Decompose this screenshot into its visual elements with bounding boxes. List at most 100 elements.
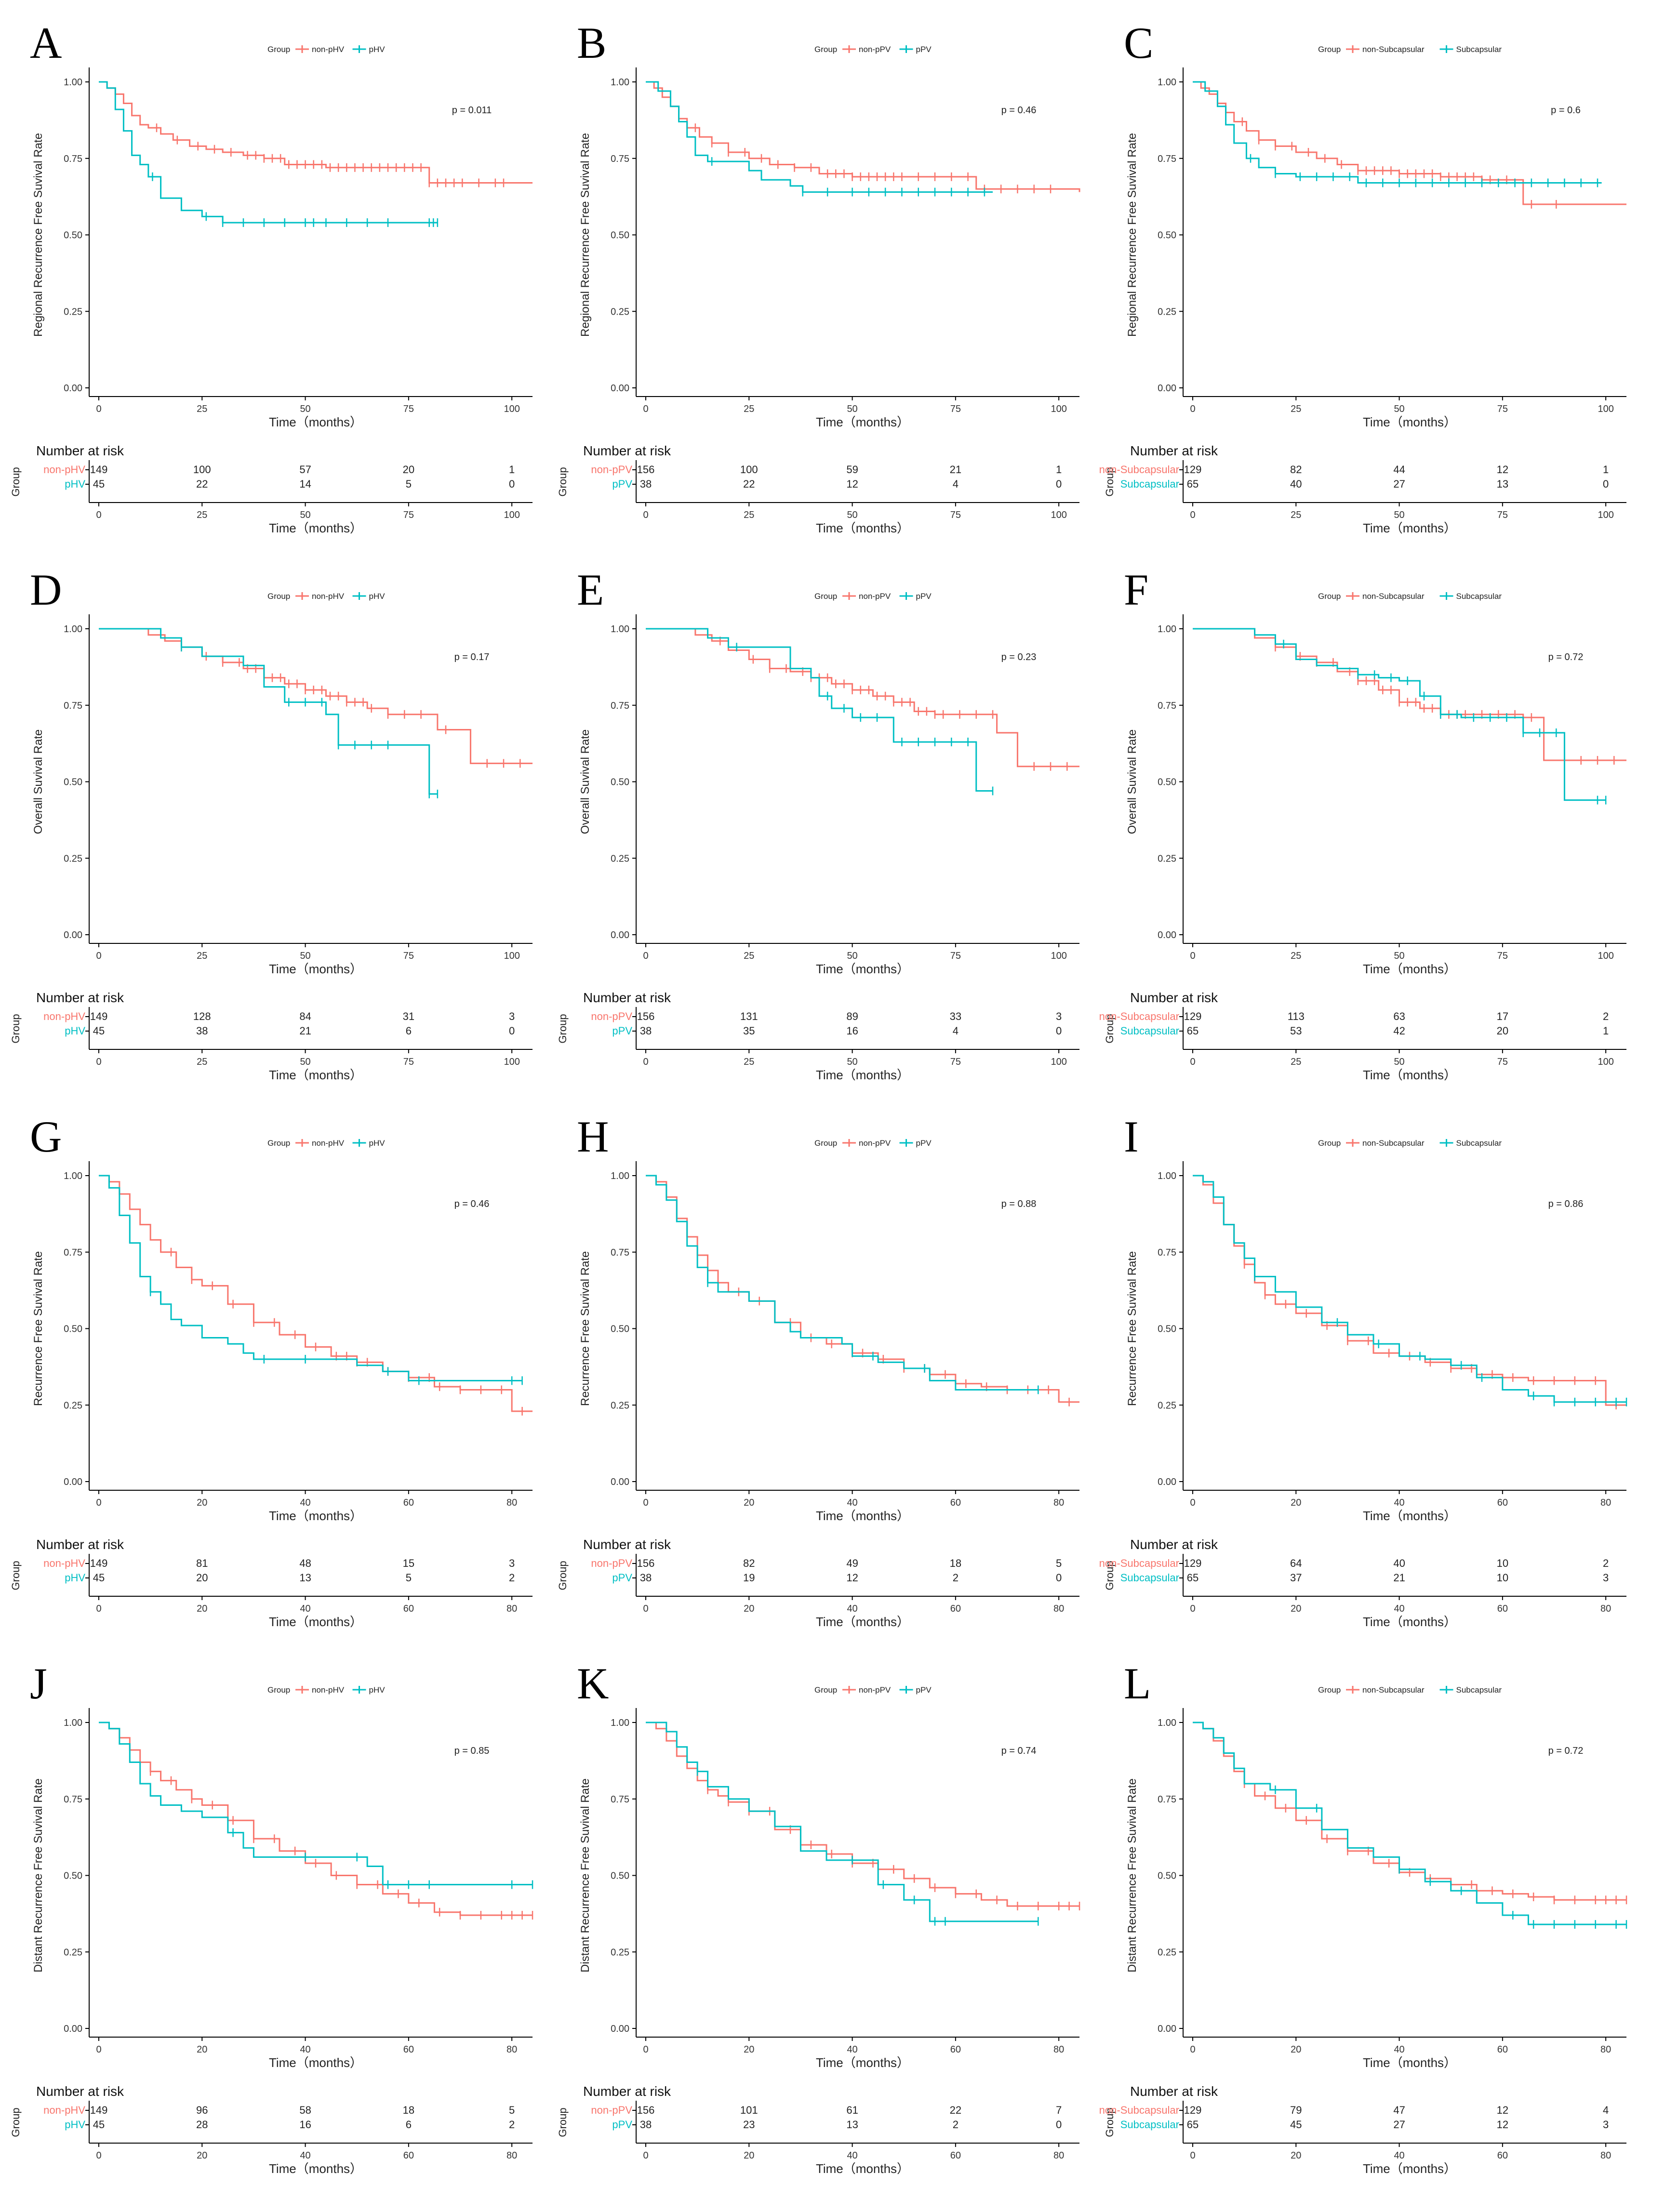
legend-label: non-pHV	[312, 1139, 345, 1148]
risk-count: 1	[1603, 464, 1609, 476]
x-axis-label: Time（months）	[1363, 962, 1456, 976]
risk-group-axis-label: Group	[1104, 1561, 1116, 1590]
km-curve-ppv	[646, 81, 993, 193]
panel-letter: D	[30, 565, 62, 614]
risk-count: 10	[1497, 1572, 1508, 1584]
y-tick-label: 0.25	[64, 1947, 82, 1958]
y-tick-label: 0.00	[64, 930, 82, 940]
risk-count: 12	[846, 1572, 858, 1584]
km-plot-svg: D Group non-pHV pHV 0.00 0.25 0.50 0.75 1.00 0 25 5…	[10, 565, 533, 1082]
x-tick-label: 50	[847, 404, 857, 414]
risk-count: 149	[90, 1557, 108, 1569]
risk-count: 45	[93, 1025, 105, 1037]
risk-count: 20	[1497, 1025, 1508, 1037]
risk-count: 65	[1187, 1025, 1199, 1037]
risk-count: 100	[740, 464, 758, 476]
risk-x-tick-label: 40	[847, 2150, 857, 2161]
risk-title: Number at risk	[583, 1537, 671, 1552]
risk-count: 10	[1497, 1557, 1508, 1569]
x-tick-label: 20	[744, 2044, 754, 2055]
y-tick-label: 0.25	[1158, 1400, 1176, 1411]
risk-x-tick-label: 50	[1394, 1057, 1404, 1067]
x-tick-label: 0	[1190, 951, 1195, 961]
risk-count: 0	[1603, 478, 1609, 490]
risk-group-label: non-pHV	[43, 1010, 85, 1022]
risk-x-tick-label: 0	[643, 1057, 648, 1067]
risk-count: 31	[403, 1010, 414, 1022]
risk-x-axis-label: Time（months）	[1363, 521, 1456, 535]
y-tick-label: 0.50	[1158, 777, 1176, 788]
y-tick-label: 0.00	[1158, 930, 1176, 940]
risk-x-tick-label: 50	[847, 1057, 857, 1067]
legend: Group non-Subcapsular Subcapsular	[1318, 45, 1502, 54]
risk-x-tick-label: 100	[1051, 510, 1066, 520]
y-tick-label: 0.75	[1158, 1247, 1176, 1258]
risk-count: 38	[640, 1572, 652, 1584]
x-axis-label: Time（months）	[1363, 415, 1456, 429]
x-tick-label: 40	[847, 1497, 857, 1508]
risk-x-tick-label: 75	[403, 510, 414, 520]
risk-count: 45	[1290, 2119, 1302, 2131]
risk-title: Number at risk	[36, 1537, 124, 1552]
y-tick-label: 0.50	[611, 230, 629, 241]
risk-count: 1	[509, 464, 515, 476]
y-axis-label: Regional Recurrence Free Suvival Rate	[579, 133, 592, 337]
x-axis-label: Time（months）	[1363, 2055, 1456, 2070]
risk-count: 113	[1288, 1010, 1305, 1022]
risk-x-tick-label: 80	[1053, 2150, 1064, 2161]
risk-group-axis-label: Group	[557, 1561, 569, 1590]
risk-x-axis-label: Time（months）	[816, 2161, 909, 2176]
risk-count: 0	[1056, 1572, 1062, 1584]
risk-group-label: non-pPV	[591, 464, 632, 476]
legend-label: Subcapsular	[1456, 592, 1502, 601]
x-tick-label: 0	[96, 2044, 101, 2055]
risk-count: 59	[846, 464, 858, 476]
y-tick-label: 0.25	[611, 1947, 629, 1958]
p-value-label: p = 0.011	[452, 105, 492, 116]
risk-title: Number at risk	[583, 990, 671, 1005]
km-curve-non-phv	[99, 81, 533, 184]
risk-count: 49	[846, 1557, 858, 1569]
risk-x-tick-label: 20	[1291, 1603, 1301, 1614]
km-curve-non-ppv	[646, 81, 1080, 192]
x-tick-label: 80	[1600, 2044, 1611, 2055]
panel-i: I Group non-Subcapsular Subcapsular 0.00 0.25…	[1094, 1094, 1638, 1638]
risk-x-tick-label: 25	[744, 1057, 754, 1067]
km-curve-non-subcapsular	[1193, 1175, 1626, 1406]
risk-x-tick-label: 25	[744, 510, 754, 520]
risk-x-axis-label: Time（months）	[1363, 2161, 1456, 2176]
risk-count: 38	[640, 2119, 652, 2131]
x-tick-label: 75	[403, 951, 414, 961]
risk-count: 0	[1056, 478, 1062, 490]
y-tick-label: 0.50	[64, 230, 82, 241]
km-curve-ppv	[646, 1175, 1039, 1391]
risk-title: Number at risk	[36, 990, 124, 1005]
risk-count: 2	[953, 1572, 959, 1584]
risk-count: 2	[509, 1572, 515, 1584]
risk-count: 21	[299, 1025, 311, 1037]
legend-title: Group	[1318, 45, 1341, 54]
x-tick-label: 20	[744, 1497, 754, 1508]
risk-count: 19	[743, 1572, 755, 1584]
legend-label: non-pPV	[859, 1139, 891, 1148]
risk-count: 12	[1497, 2104, 1508, 2116]
risk-x-tick-label: 20	[744, 2150, 754, 2161]
x-tick-label: 20	[1291, 2044, 1301, 2055]
legend: Group non-Subcapsular Subcapsular	[1318, 1685, 1502, 1695]
y-tick-label: 1.00	[611, 77, 629, 88]
risk-count: 16	[299, 2119, 311, 2131]
risk-count: 4	[953, 478, 959, 490]
legend-title: Group	[267, 1139, 290, 1148]
legend-label: pPV	[916, 1139, 932, 1148]
risk-group-axis-label: Group	[10, 467, 22, 496]
risk-count: 14	[299, 478, 311, 490]
risk-count: 1	[1603, 1025, 1609, 1037]
x-tick-label: 50	[1394, 404, 1404, 414]
km-plot-svg: A Group non-pHV pHV 0.00 0.25 0.50 0.75 1.00 0 25 5…	[10, 18, 533, 535]
x-tick-label: 100	[1598, 404, 1613, 414]
risk-group-label: non-pPV	[591, 1557, 632, 1569]
risk-count: 16	[846, 1025, 858, 1037]
risk-title: Number at risk	[36, 2084, 124, 2099]
risk-x-tick-label: 20	[744, 1603, 754, 1614]
